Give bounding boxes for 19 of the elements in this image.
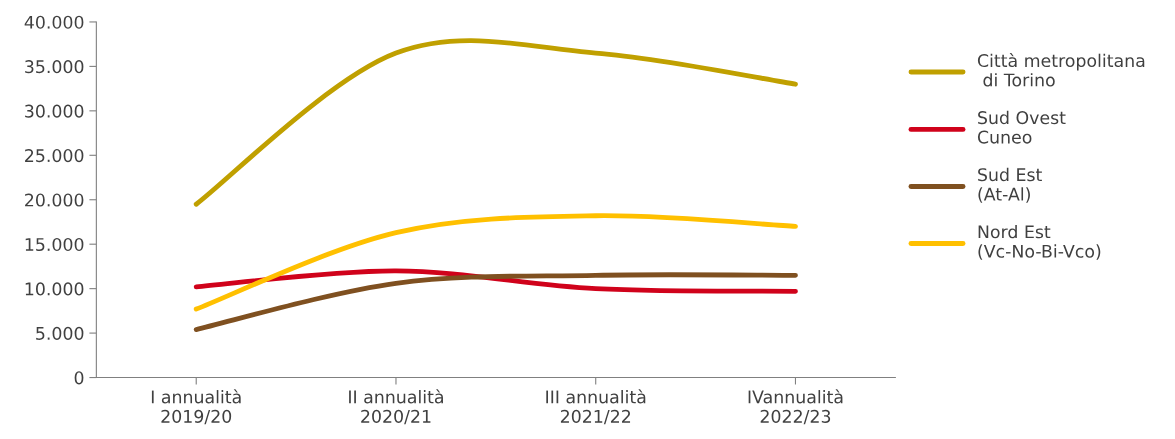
legend-label: Nord Est (Vc-No-Bi-Vco) <box>978 224 1101 260</box>
x-tick-label: II annualità 2020/21 <box>349 389 443 425</box>
legend-label: Sud Ovest Cuneo <box>977 110 1066 144</box>
y-tick-label: 30.000 <box>25 104 84 118</box>
x-tick-label: I annualità 2019/20 <box>151 389 241 425</box>
x-tick-label: III annualità 2021/22 <box>546 389 646 425</box>
y-tick-label: 25.000 <box>25 149 84 163</box>
legend-label: Sud Est (At-Al) <box>978 167 1042 203</box>
y-tick-label: 40.000 <box>24 15 84 29</box>
y-tick-label: 10.000 <box>25 282 84 296</box>
y-tick-label: 5.000 <box>36 326 84 340</box>
line-series <box>193 213 798 312</box>
y-tick-label: 0 <box>74 371 84 385</box>
x-tick-label: IVannualità 2022/23 <box>748 389 843 425</box>
y-tick-label: 35.000 <box>25 60 84 74</box>
y-tick-label: 20.000 <box>25 193 84 207</box>
line-series <box>193 268 798 294</box>
y-tick-label: 15.000 <box>25 237 84 252</box>
legend-label: Città metropolitana di Torino <box>977 52 1145 87</box>
